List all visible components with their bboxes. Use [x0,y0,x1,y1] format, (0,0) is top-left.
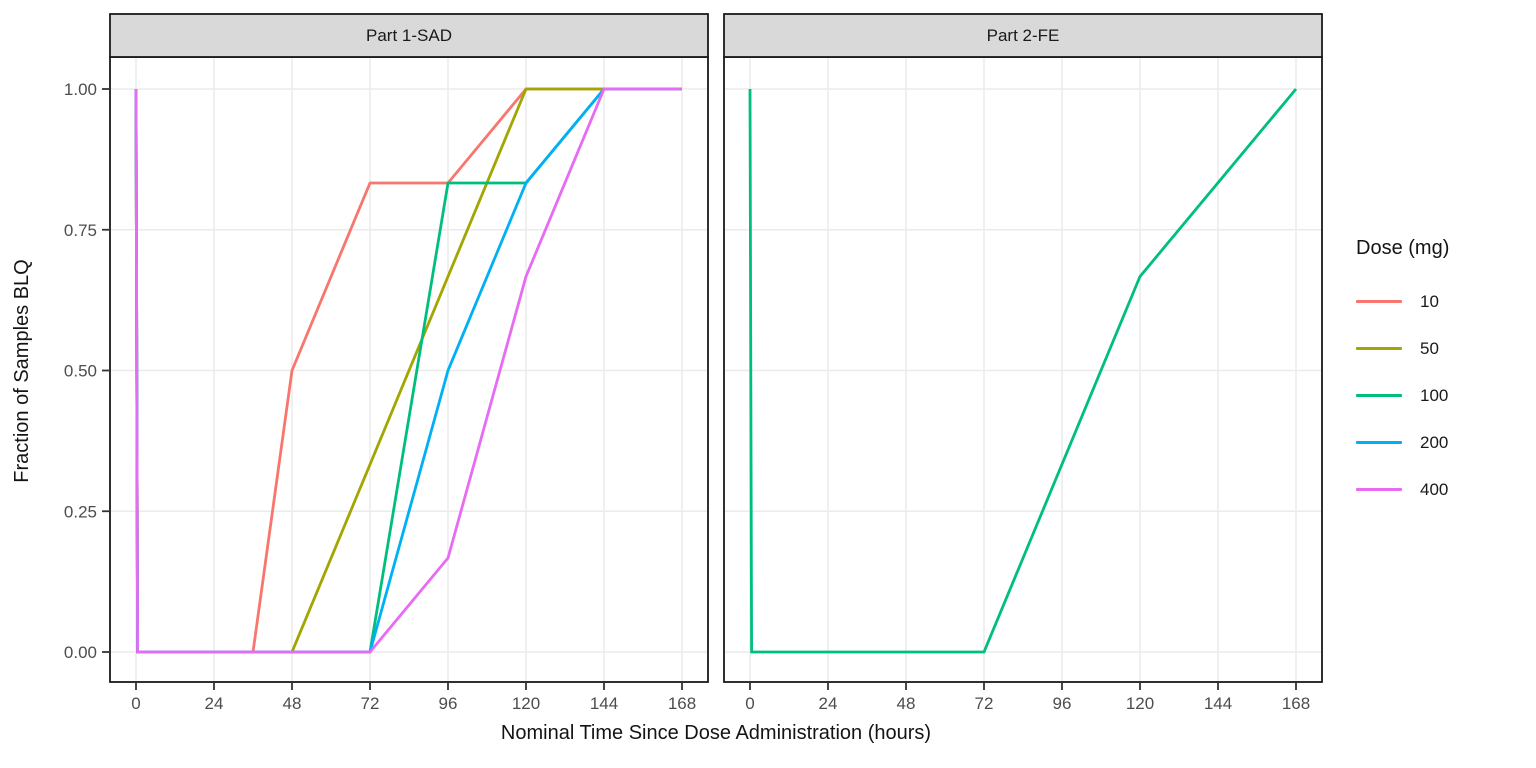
x-tick-label: 96 [439,694,458,713]
facet-strip-label-part2: Part 2-FE [986,26,1060,45]
y-tick-label: 0.50 [64,362,97,381]
legend-key-line [1356,441,1402,444]
legend-entries: 10 50 100 200 400 [1356,278,1532,513]
series-line-100mg [748,88,1298,654]
y-tick-label: 0.25 [64,502,97,521]
x-tick-label: 168 [668,694,696,713]
y-tick-label: 1.00 [64,80,97,99]
x-tick-label: 120 [512,694,540,713]
x-tick-label: 24 [819,694,838,713]
x-tick-label: 96 [1053,694,1072,713]
x-tick-label: 0 [745,694,754,713]
x-tick-label: 72 [361,694,380,713]
series-line-400mg [134,87,682,654]
legend-key-line [1356,347,1402,350]
y-tick-label: 0.75 [64,221,97,240]
y-tick-label: 0.00 [64,643,97,662]
legend-key-line [1356,300,1402,303]
legend-entry-400mg: 400 [1356,466,1532,513]
facet-strip-1 [109,13,709,58]
legend-entry-label: 200 [1420,432,1449,452]
legend-entry-10mg: 10 [1356,278,1532,325]
legend-entry-label: 50 [1420,338,1439,358]
x-tick-label: 72 [975,694,994,713]
x-tick-label: 24 [205,694,224,713]
x-axis-title: Nominal Time Since Dose Administration (… [500,722,932,744]
facet-strip-label-part1: Part 1-SAD [366,26,452,45]
x-tick-label: 48 [283,694,302,713]
legend-title: Dose (mg) [1356,237,1450,259]
y-axis-title: Fraction of Samples BLQ [11,259,33,483]
legend-entry-label: 10 [1420,291,1439,311]
x-tick-label: 144 [590,694,618,713]
legend-entry-50mg: 50 [1356,325,1532,372]
x-tick-label: 0 [131,694,140,713]
legend-entry-100mg: 100 [1356,372,1532,419]
panel-background-2 [724,57,1322,682]
legend-key-line [1356,394,1402,397]
legend: Dose (mg) 10 50 100 200 400 [1356,234,1532,513]
x-tick-label: 144 [1204,694,1232,713]
x-tick-label: 168 [1282,694,1310,713]
x-tick-label: 48 [897,694,916,713]
legend-key-line [1356,488,1402,491]
x-tick-label: 120 [1126,694,1154,713]
legend-entry-label: 400 [1420,479,1449,499]
facet-strip-2 [723,13,1323,58]
legend-entry-label: 100 [1420,385,1449,405]
legend-entry-200mg: 200 [1356,419,1532,466]
